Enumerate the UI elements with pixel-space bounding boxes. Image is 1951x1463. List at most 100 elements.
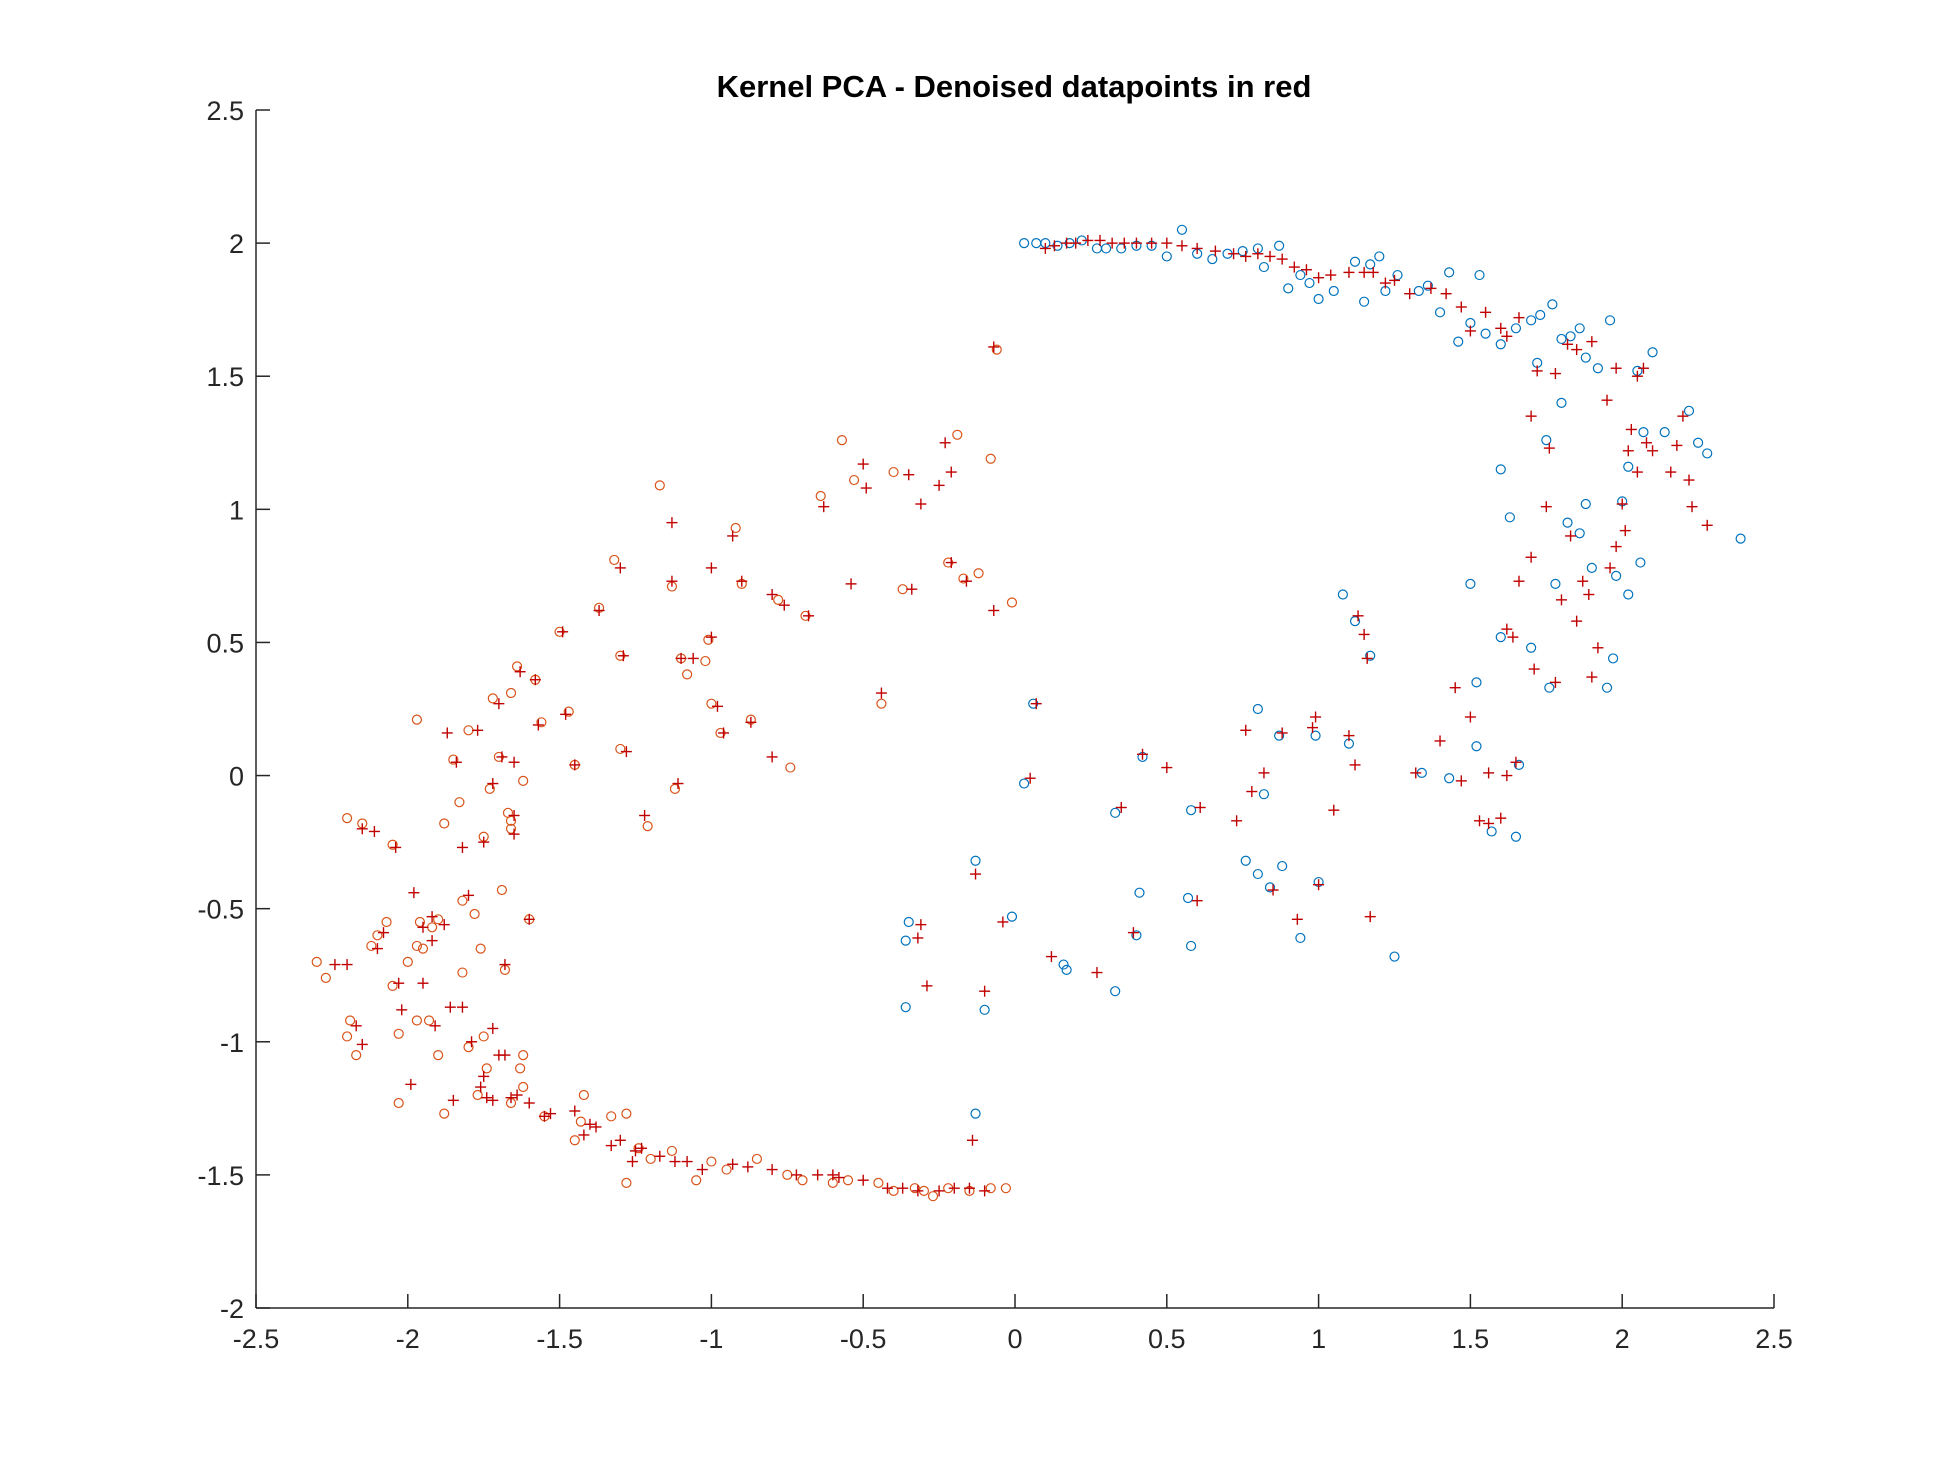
y-ticks: -2 -1.5 -1 -0.5 0 0.5 1 1.5 2 2.5: [197, 96, 270, 1324]
data-point-circle: [836, 435, 848, 446]
data-point-plus: [1474, 815, 1486, 827]
data-point-circle: [448, 754, 459, 765]
data-point-plus: [529, 674, 541, 686]
data-point-plus: [1313, 879, 1325, 891]
data-point-plus: [417, 921, 429, 933]
data-point-circle: [1465, 578, 1476, 589]
data-point-plus: [1571, 344, 1583, 356]
data-point-plus: [1307, 722, 1319, 734]
data-point-plus: [1209, 245, 1221, 257]
data-point-plus: [1528, 663, 1540, 675]
data-point-plus: [1701, 519, 1713, 531]
data-point-circle: [433, 914, 444, 925]
data-point-plus: [472, 724, 484, 736]
data-point-plus: [426, 935, 438, 947]
data-point-plus: [1577, 575, 1589, 587]
data-point-plus: [1048, 240, 1060, 252]
data-point-plus: [1310, 711, 1322, 723]
data-point-plus: [1525, 410, 1537, 422]
data-point-circle: [909, 1183, 920, 1194]
data-point-circle: [341, 1031, 353, 1042]
data-point-circle: [621, 1108, 632, 1119]
data-point-plus: [1231, 815, 1243, 827]
y-tick-label: 2.5: [206, 96, 244, 126]
data-point-plus: [475, 1081, 487, 1093]
data-point-plus: [1671, 439, 1683, 451]
x-tick-label: -1: [699, 1324, 723, 1354]
data-point-plus: [711, 700, 723, 712]
data-point-plus: [857, 458, 869, 470]
x-tick-label: -1.5: [536, 1324, 583, 1354]
data-point-circle: [1562, 517, 1573, 528]
data-point-plus: [544, 1108, 556, 1120]
data-point-circle: [469, 908, 480, 920]
data-point-plus: [1531, 365, 1543, 377]
data-point-circle: [730, 522, 741, 534]
data-point-circle: [1592, 363, 1604, 374]
data-point-plus: [997, 916, 1009, 928]
data-point-plus: [511, 1089, 523, 1101]
data-point-circle: [505, 823, 517, 834]
data-point-plus: [1091, 967, 1103, 979]
x-tick-label: -0.5: [840, 1324, 887, 1354]
data-point-circle: [511, 661, 523, 672]
data-point-plus: [1240, 250, 1252, 262]
data-point-circle: [706, 698, 717, 709]
data-point-circle: [478, 1031, 489, 1042]
data-point-plus: [1495, 322, 1507, 334]
data-point-plus: [1404, 288, 1416, 300]
data-point-plus: [1565, 530, 1577, 542]
data-point-plus: [1665, 466, 1677, 478]
data-point-plus: [906, 583, 918, 595]
data-point-circle: [1453, 336, 1464, 347]
data-point-circle: [1495, 339, 1506, 350]
data-point-circle: [1061, 964, 1072, 975]
data-point-circle: [1313, 293, 1324, 305]
data-point-plus: [478, 836, 490, 848]
data-point-plus: [487, 1094, 499, 1106]
data-point-circle: [1019, 778, 1030, 789]
data-point-plus: [1410, 767, 1422, 779]
data-point-plus: [1495, 812, 1507, 824]
data-point-circle: [411, 714, 423, 725]
data-point-circle: [1207, 253, 1218, 265]
data-point-plus: [1610, 541, 1622, 553]
data-point-circle: [1574, 323, 1585, 334]
data-point-plus: [666, 575, 678, 587]
data-point-circle: [1495, 464, 1506, 475]
data-point-circle: [402, 956, 413, 968]
data-point-plus: [1619, 525, 1631, 537]
data-point-circle: [578, 1089, 589, 1101]
data-point-circle: [515, 1063, 526, 1074]
data-point-plus: [557, 626, 569, 638]
data-point-circle: [1185, 805, 1197, 816]
data-point-plus: [593, 604, 605, 616]
data-point-circle: [1580, 498, 1591, 510]
data-point-plus: [356, 823, 368, 835]
data-point-plus: [1161, 762, 1173, 774]
data-point-plus: [487, 778, 499, 790]
data-point-circle: [1359, 296, 1370, 307]
data-point-circle: [615, 743, 626, 755]
data-point-plus: [1501, 770, 1513, 782]
data-point-plus: [1604, 562, 1616, 574]
data-point-circle: [1116, 243, 1127, 254]
data-point-plus: [881, 1182, 893, 1194]
data-point-circle: [1510, 831, 1522, 842]
data-point-circle: [1295, 269, 1306, 281]
data-point-plus: [620, 746, 632, 758]
data-point-plus: [1562, 338, 1574, 350]
data-point-plus: [532, 719, 544, 731]
data-point-plus: [1276, 253, 1288, 265]
data-point-circle: [958, 573, 969, 584]
data-point-circle: [372, 930, 383, 941]
data-point-plus: [860, 482, 872, 494]
data-point-plus: [1464, 325, 1476, 337]
data-point-plus: [426, 911, 438, 923]
data-point-plus: [1343, 266, 1355, 278]
data-point-circle: [927, 1191, 939, 1202]
data-point-plus: [1240, 724, 1252, 736]
data-point-plus: [1625, 423, 1637, 435]
data-point-circle: [563, 706, 574, 717]
